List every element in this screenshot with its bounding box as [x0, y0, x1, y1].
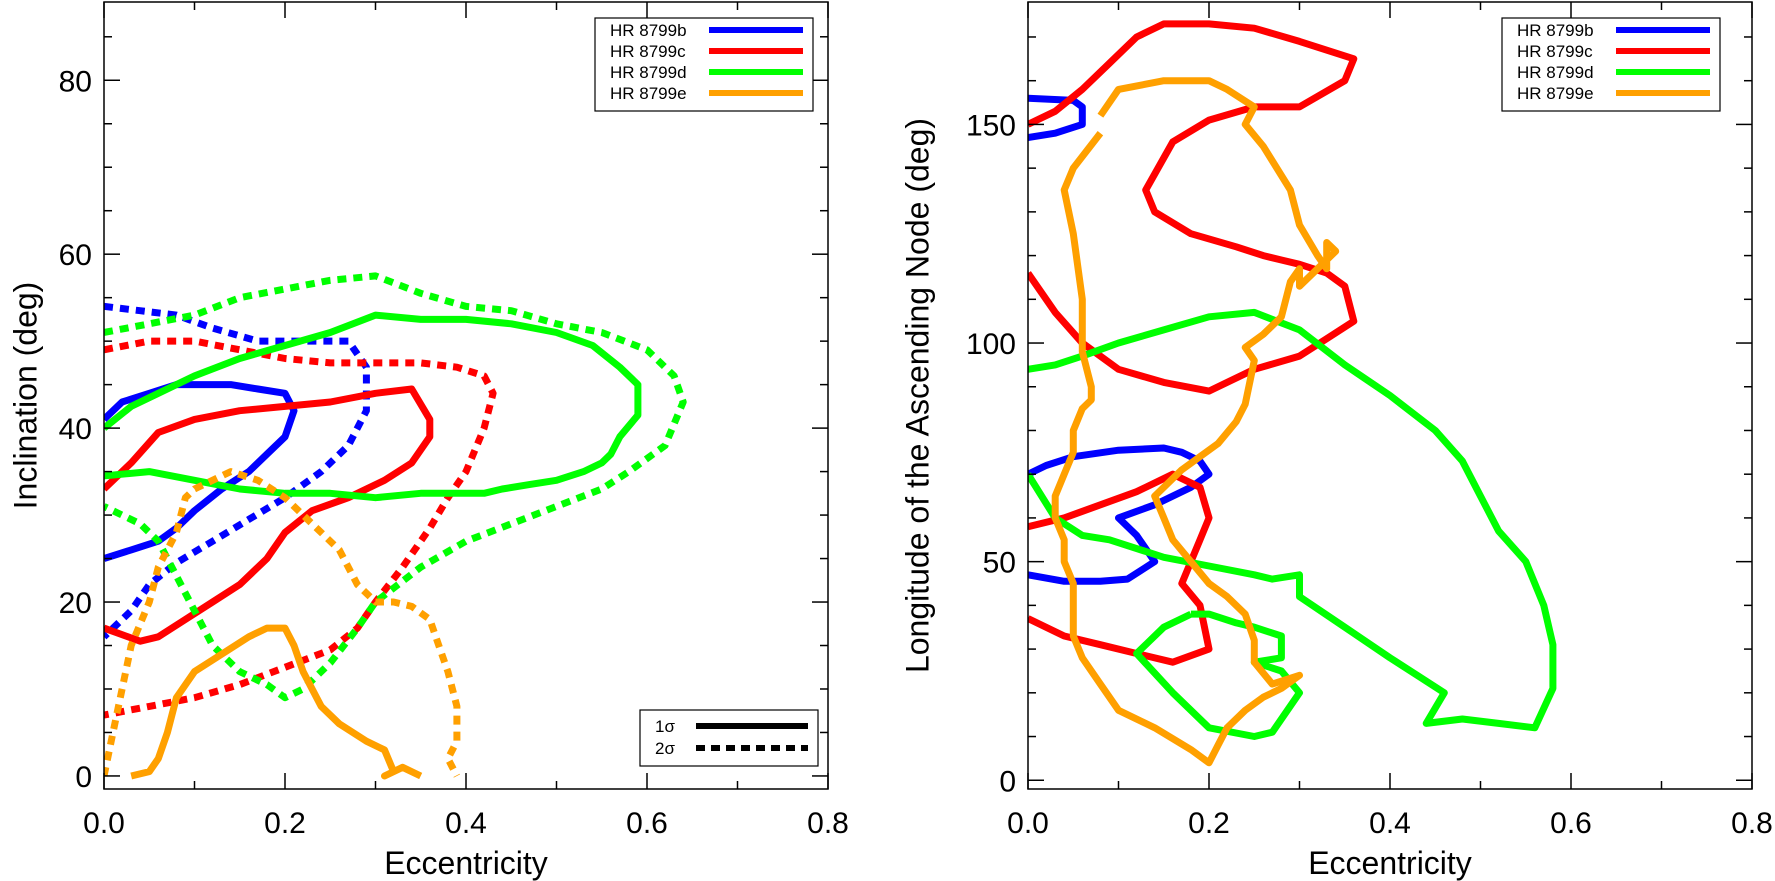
y-tick-label: 40 [59, 413, 92, 446]
legend-label: HR 8799b [1517, 21, 1594, 40]
legend-label: HR 8799b [610, 21, 687, 40]
left-panel: 0.0 0.2 0.4 0.6 0.8 0 20 40 60 80 Eccentricity Incl… [7, 1, 849, 881]
y-tick-label: 80 [59, 65, 92, 98]
series-hr-8799c-1sigma [104, 385, 434, 645]
y-tick-label: 0 [75, 761, 92, 794]
series-group [1028, 20, 1557, 767]
series-hr-8799e-1sigma [130, 624, 423, 780]
sigma-legend-label: 2σ [655, 739, 675, 758]
series-hr-8799c-upper [1028, 20, 1358, 395]
y-tick-label: 0 [999, 765, 1016, 798]
x-tick-label: 0.0 [83, 807, 125, 840]
series-hr-8799d-2sigma [104, 272, 687, 702]
legend-label: HR 8799c [1517, 42, 1593, 61]
y-axis-title: Longitude of the Ascending Node (deg) [899, 118, 935, 673]
y-tick-label: 100 [966, 328, 1016, 361]
series-hr-8799c-2sigma [104, 337, 497, 719]
legend-label: HR 8799e [1517, 84, 1594, 103]
x-tick-label: 0.2 [264, 807, 306, 840]
x-axis-title: Eccentricity [1308, 845, 1472, 881]
x-tick-label: 0.2 [1188, 807, 1230, 840]
series-hr-8799d-1sigma [104, 311, 642, 502]
right-panel: 0.0 0.2 0.4 0.6 0.8 0 50 100 150 Eccentricity Long… [899, 1, 1773, 881]
series-hr-8799d-upper [1028, 308, 1557, 732]
series-hr-8799e-2sigma [104, 468, 461, 778]
series-hr-8799e [1051, 77, 1340, 767]
legend-label: HR 8799c [610, 42, 686, 61]
series-hr-8799d-lower [1133, 610, 1303, 740]
legend-label: HR 8799e [610, 84, 687, 103]
x-tick-label: 0.8 [1731, 807, 1773, 840]
x-tick-label: 0.4 [1369, 807, 1411, 840]
y-tick-label: 60 [59, 239, 92, 272]
sigma-legend-box [639, 709, 819, 767]
legend: HR 8799b HR 8799c HR 8799d HR 8799e [1501, 17, 1721, 112]
x-axis-title: Eccentricity [384, 845, 548, 881]
series-hr-8799b-lower [1028, 444, 1213, 585]
y-tick-label: 20 [59, 587, 92, 620]
x-tick-label: 0.8 [807, 807, 849, 840]
legend: HR 8799b HR 8799c HR 8799d HR 8799e [594, 17, 814, 112]
x-tick-label: 0.4 [445, 807, 487, 840]
legend-label: HR 8799d [610, 63, 687, 82]
x-tick-label: 0.0 [1007, 807, 1049, 840]
x-tick-label: 0.6 [626, 807, 668, 840]
sigma-legend-label: 1σ [655, 717, 675, 736]
legend-label: HR 8799d [1517, 63, 1594, 82]
x-tick-label: 0.6 [1550, 807, 1592, 840]
plot-frame [103, 1, 829, 790]
y-tick-label: 150 [966, 109, 1016, 142]
y-axis-title: Inclination (deg) [7, 282, 43, 510]
y-tick-label: 50 [983, 547, 1016, 580]
series-group [104, 272, 687, 780]
